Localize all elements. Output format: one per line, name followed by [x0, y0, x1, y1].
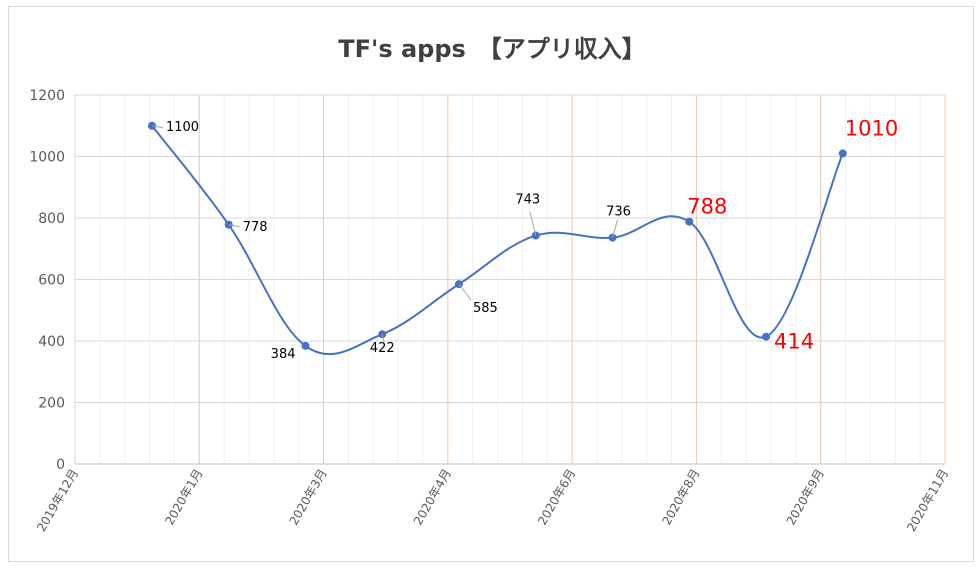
- data-label: 585: [473, 301, 498, 316]
- chart-frame: TF's apps 【アプリ収入】 0 200 400 600 800 1000 1200 2…: [8, 6, 974, 562]
- label-leader: [612, 219, 618, 238]
- label-leader: [151, 125, 164, 129]
- y-tick-label: 600: [38, 273, 65, 289]
- y-tick-label: 1000: [29, 150, 65, 166]
- data-label: 788: [687, 195, 727, 219]
- line-chart: 0 200 400 600 800 1000 1200 2019年12月 2020年1月 2020…: [29, 88, 951, 534]
- label-leader: [228, 224, 240, 228]
- data-point: [685, 217, 694, 226]
- data-label: 736: [606, 205, 631, 220]
- label-leader: [529, 211, 537, 236]
- data-label: 743: [515, 193, 540, 208]
- x-tick-label: 2020年11月: [904, 467, 951, 534]
- series-line: [151, 125, 844, 356]
- data-label: 1100: [166, 120, 199, 135]
- x-tick-label: 2020年9月: [784, 467, 827, 528]
- x-tick-label: 2020年4月: [411, 467, 454, 528]
- label-leader: [381, 334, 385, 343]
- data-label: 778: [243, 220, 268, 235]
- data-point: [301, 341, 310, 350]
- data-label: 1010: [845, 116, 898, 140]
- y-tick-label: 0: [56, 457, 65, 473]
- y-tick-label: 1200: [29, 88, 65, 104]
- x-tick-label: 2020年8月: [659, 467, 702, 528]
- y-tick-label: 400: [38, 334, 65, 350]
- chart-title: TF's apps 【アプリ収入】: [338, 35, 646, 63]
- y-tick-label: 200: [38, 396, 65, 412]
- data-point: [762, 332, 771, 341]
- data-label: 422: [370, 341, 395, 356]
- data-label: 384: [271, 347, 296, 362]
- label-leader: [458, 283, 472, 301]
- y-tick-label: 800: [38, 211, 65, 227]
- x-tick-label: 2019年12月: [34, 467, 81, 534]
- data-label: 414: [774, 330, 814, 354]
- data-point: [838, 149, 847, 158]
- x-tick-label: 2020年6月: [535, 467, 578, 528]
- x-tick-label: 2020年1月: [162, 467, 205, 528]
- x-tick-label: 2020年3月: [287, 467, 330, 528]
